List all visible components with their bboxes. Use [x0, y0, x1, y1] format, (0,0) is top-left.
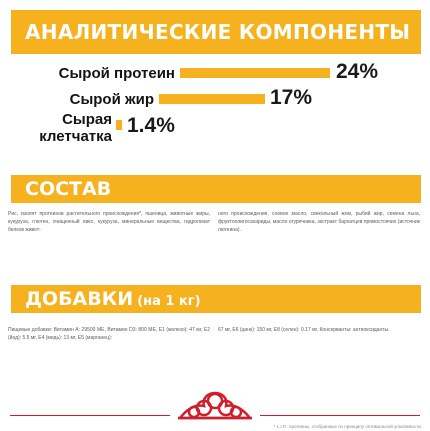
- analytics-value: 1.4%: [127, 114, 175, 137]
- additives-heading: ДОБАВКИ (на 1 кг): [11, 285, 421, 313]
- additives-text-left: Пищевые добавки: Витамин A: 29500 МЕ, Ви…: [8, 327, 210, 341]
- additives-heading-suffix: (на 1 кг): [137, 294, 201, 309]
- analytics-value: 17%: [270, 86, 313, 109]
- analytics-bar: [159, 94, 265, 104]
- brand-divider-left: [10, 415, 170, 416]
- analytics-value: 24%: [336, 60, 379, 83]
- analytics-row-fiber: Сырая клетчатка 1.4%: [11, 111, 418, 145]
- analytics-label: Сырой протеин: [58, 65, 175, 82]
- analytics-heading: АНАЛИТИЧЕСКИЕ КОМПОНЕНТЫ: [11, 10, 421, 54]
- composition-text-right: ного происхождения, соевое масло, свекол…: [218, 211, 420, 233]
- footnote: * L.I.P.: протеины, отобранные по принци…: [273, 424, 422, 429]
- composition-heading: СОСТАВ: [11, 175, 421, 203]
- composition-text-left: Рис, изолят протеинов растительного прои…: [8, 211, 210, 233]
- analytics-label: Сырой жир: [69, 91, 154, 108]
- royal-canin-crown-logo-icon: [174, 388, 256, 424]
- brand-divider-right: [260, 415, 420, 416]
- analytics-row-fat: Сырой жир 17%: [11, 86, 418, 111]
- analytics-bar: [180, 68, 330, 78]
- analytics-row-protein: Сырой протеин 24%: [11, 60, 418, 85]
- additives-text-right: 67 мг, E6 (цинк): 150 мг, E8 (селен): 0.…: [218, 327, 390, 333]
- analytics-label: Сырая клетчатка: [39, 111, 112, 145]
- additives-heading-title: ДОБАВКИ: [25, 288, 134, 310]
- analytics-bar: [116, 120, 122, 130]
